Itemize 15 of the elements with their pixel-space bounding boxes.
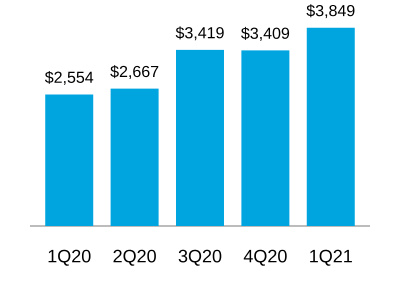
x-tick-label: 1Q21	[310, 250, 352, 266]
bar	[306, 28, 355, 226]
bar	[110, 88, 159, 226]
bar	[45, 94, 94, 226]
bar	[241, 50, 290, 226]
data-label: $3,849	[306, 4, 354, 18]
x-tick-label: 2Q20	[113, 250, 156, 266]
data-label: $3,409	[241, 26, 290, 41]
data-label: $3,419	[176, 26, 224, 40]
data-label: $2,667	[110, 65, 158, 80]
x-tick-label: 1Q20	[48, 250, 91, 266]
x-tick-label: 3Q20	[178, 250, 222, 266]
data-label: $2,554	[44, 70, 94, 85]
bar	[176, 50, 224, 226]
x-tick-label: 4Q20	[244, 250, 287, 266]
